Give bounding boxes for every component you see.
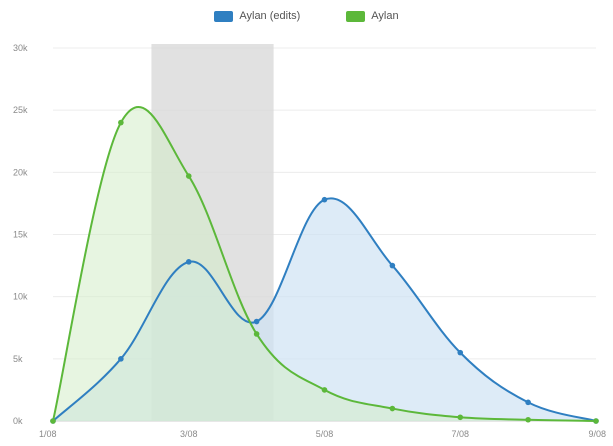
data-point-aylan[interactable] bbox=[593, 418, 599, 424]
x-axis-labels: 1/08 3/08 5/08 7/08 9/08 bbox=[39, 429, 606, 439]
series-line-aylan-edits bbox=[52, 197, 597, 422]
legend-label-aylan: Aylan bbox=[371, 10, 399, 22]
y-tick-label: 10k bbox=[13, 292, 28, 302]
series-line-aylan bbox=[52, 106, 597, 422]
data-point-aylan[interactable] bbox=[118, 119, 124, 126]
y-tick-label: 30k bbox=[13, 43, 28, 53]
data-point-aylan[interactable] bbox=[185, 173, 192, 179]
line-layer bbox=[52, 106, 597, 422]
chart-legend: Aylan (edits) Aylan bbox=[0, 10, 613, 22]
data-point-aylan[interactable] bbox=[457, 414, 464, 421]
data-point-aylan-edits[interactable] bbox=[389, 262, 396, 269]
data-point-aylan-edits[interactable] bbox=[525, 399, 531, 406]
area-aylan bbox=[53, 107, 596, 422]
point-layer bbox=[50, 119, 599, 424]
data-point-aylan-edits[interactable] bbox=[253, 318, 260, 325]
x-tick-label: 9/08 bbox=[588, 429, 606, 439]
y-tick-label: 20k bbox=[13, 167, 28, 177]
y-tick-label: 5k bbox=[13, 354, 23, 364]
y-tick-label: 15k bbox=[13, 230, 28, 240]
data-point-aylan-edits[interactable] bbox=[185, 259, 192, 265]
y-axis-labels: 0k 5k 10k 15k 20k 25k 30k bbox=[13, 43, 28, 426]
x-tick-label: 1/08 bbox=[39, 429, 57, 439]
data-point-aylan[interactable] bbox=[525, 416, 531, 423]
y-tick-label: 0k bbox=[13, 416, 23, 426]
x-tick-label: 5/08 bbox=[316, 429, 334, 439]
legend-label-aylan-edits: Aylan (edits) bbox=[239, 10, 301, 22]
legend-swatch-aylan-edits bbox=[214, 10, 234, 22]
data-point-aylan-edits[interactable] bbox=[457, 349, 464, 356]
data-point-aylan[interactable] bbox=[389, 405, 396, 412]
data-point-aylan-edits[interactable] bbox=[118, 356, 124, 362]
x-tick-label: 3/08 bbox=[180, 429, 198, 439]
legend-item-aylan-edits[interactable]: Aylan (edits) bbox=[214, 10, 300, 22]
x-tick-label: 7/08 bbox=[451, 429, 469, 439]
data-point-aylan-edits[interactable] bbox=[321, 196, 328, 203]
legend-item-aylan[interactable]: Aylan bbox=[346, 10, 399, 22]
legend-swatch-aylan bbox=[346, 10, 366, 22]
data-point-aylan[interactable] bbox=[321, 387, 328, 393]
data-point-aylan[interactable] bbox=[253, 331, 260, 337]
data-point-aylan[interactable] bbox=[50, 418, 56, 424]
area-layer bbox=[53, 107, 596, 422]
y-tick-label: 25k bbox=[13, 105, 28, 115]
